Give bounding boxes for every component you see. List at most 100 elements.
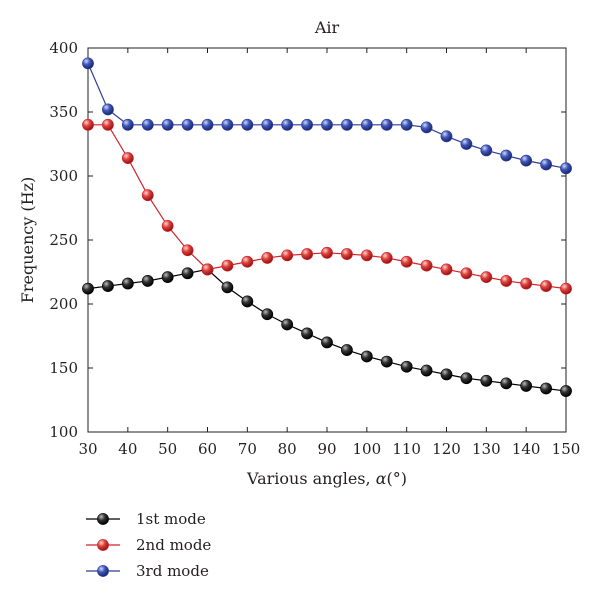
data-point: [281, 318, 294, 331]
data-point: [500, 275, 513, 287]
data-point: [480, 271, 493, 284]
data-point: [161, 271, 174, 284]
data-point: [321, 336, 333, 349]
data-point: [400, 255, 413, 268]
series-line: [87, 268, 567, 392]
data-point: [500, 377, 513, 390]
data-point: [560, 162, 572, 175]
x-tick-label: 90: [317, 440, 336, 458]
data-point: [181, 267, 194, 280]
y-tick-label: 250: [49, 231, 78, 249]
data-point: [281, 118, 294, 131]
x-tick-label: 40: [118, 440, 137, 458]
data-point: [460, 267, 473, 280]
x-tick-label: 80: [278, 440, 297, 458]
data-point: [141, 275, 154, 287]
data-point: [360, 249, 373, 262]
data-point: [520, 380, 533, 392]
legend-item: 2nd mode: [86, 536, 211, 554]
x-axis-title: Various angles, α(°): [246, 469, 407, 488]
data-point: [221, 259, 234, 272]
data-point: [540, 382, 552, 395]
data-point: [420, 259, 433, 272]
data-point: [480, 144, 493, 157]
data-point: [161, 118, 174, 131]
legend-label: 3rd mode: [136, 562, 209, 580]
data-point: [221, 281, 234, 294]
legend-label: 1st mode: [136, 510, 206, 528]
legend-item: 3rd mode: [86, 562, 209, 580]
data-point: [102, 103, 114, 116]
data-point: [102, 280, 114, 292]
data-point: [560, 282, 572, 295]
data-point: [181, 244, 194, 257]
chart-title: Air: [314, 18, 340, 37]
legend-item: 1st mode: [86, 510, 206, 528]
data-point: [321, 118, 333, 131]
data-point: [82, 118, 94, 131]
x-tick-label: 140: [512, 440, 541, 458]
x-tick-label: 110: [392, 440, 421, 458]
data-point: [161, 220, 174, 232]
data-point: [102, 118, 114, 131]
data-point: [181, 118, 194, 131]
data-point: [82, 282, 94, 295]
data-point: [241, 295, 254, 308]
legend-marker: [97, 565, 109, 577]
y-tick-label: 150: [49, 359, 78, 377]
data-point: [201, 263, 214, 276]
data-point: [341, 118, 353, 131]
legend: 1st mode 2nd mode 3rd mode: [86, 510, 211, 580]
data-point: [560, 385, 572, 397]
x-tick-label: 50: [158, 440, 177, 458]
data-point: [460, 138, 473, 150]
y-axis-title: Frequency (Hz): [18, 177, 37, 304]
data-point: [121, 152, 134, 164]
data-point: [241, 118, 254, 131]
data-point: [520, 277, 533, 290]
legend-marker: [97, 513, 109, 525]
x-tick-label: 100: [353, 440, 382, 458]
x-axis-title-symbol: α: [376, 469, 387, 488]
x-tick-label: 150: [552, 440, 581, 458]
data-point: [500, 149, 513, 162]
series-layer: [82, 57, 572, 397]
data-point: [121, 277, 134, 290]
data-point: [301, 327, 313, 340]
x-axis-title-prefix: Various angles,: [246, 469, 376, 488]
x-tick-label: 30: [78, 440, 97, 458]
x-tick-label: 70: [238, 440, 257, 458]
data-point: [380, 252, 393, 264]
legend-label: 2nd mode: [136, 536, 211, 554]
data-point: [281, 249, 294, 262]
data-point: [420, 121, 433, 134]
data-point: [301, 118, 313, 131]
data-point: [261, 118, 274, 131]
data-point: [440, 263, 453, 276]
data-point: [420, 364, 433, 377]
data-point: [341, 248, 353, 260]
data-point: [380, 355, 393, 368]
y-axis: 100 150 200 250 300 350 400: [49, 39, 566, 441]
x-tick-label: 60: [198, 440, 217, 458]
data-point: [321, 246, 333, 259]
data-point: [540, 280, 552, 292]
data-point: [221, 118, 234, 131]
data-point: [82, 57, 94, 70]
data-point: [440, 368, 453, 381]
data-point: [261, 252, 274, 264]
data-point: [400, 118, 413, 131]
x-tick-label: 120: [432, 440, 461, 458]
data-point: [141, 189, 154, 202]
y-tick-label: 400: [49, 39, 78, 57]
series-3: [82, 57, 572, 175]
x-axis: 30 40 50 60 70 80 90 100 110 120 130 140 150: [78, 48, 580, 458]
data-point: [380, 118, 393, 131]
data-point: [440, 130, 453, 143]
plot-frame: [87, 47, 567, 433]
data-point: [460, 372, 473, 385]
y-tick-label: 350: [49, 103, 78, 121]
data-point: [400, 360, 413, 373]
series-2: [82, 118, 572, 295]
